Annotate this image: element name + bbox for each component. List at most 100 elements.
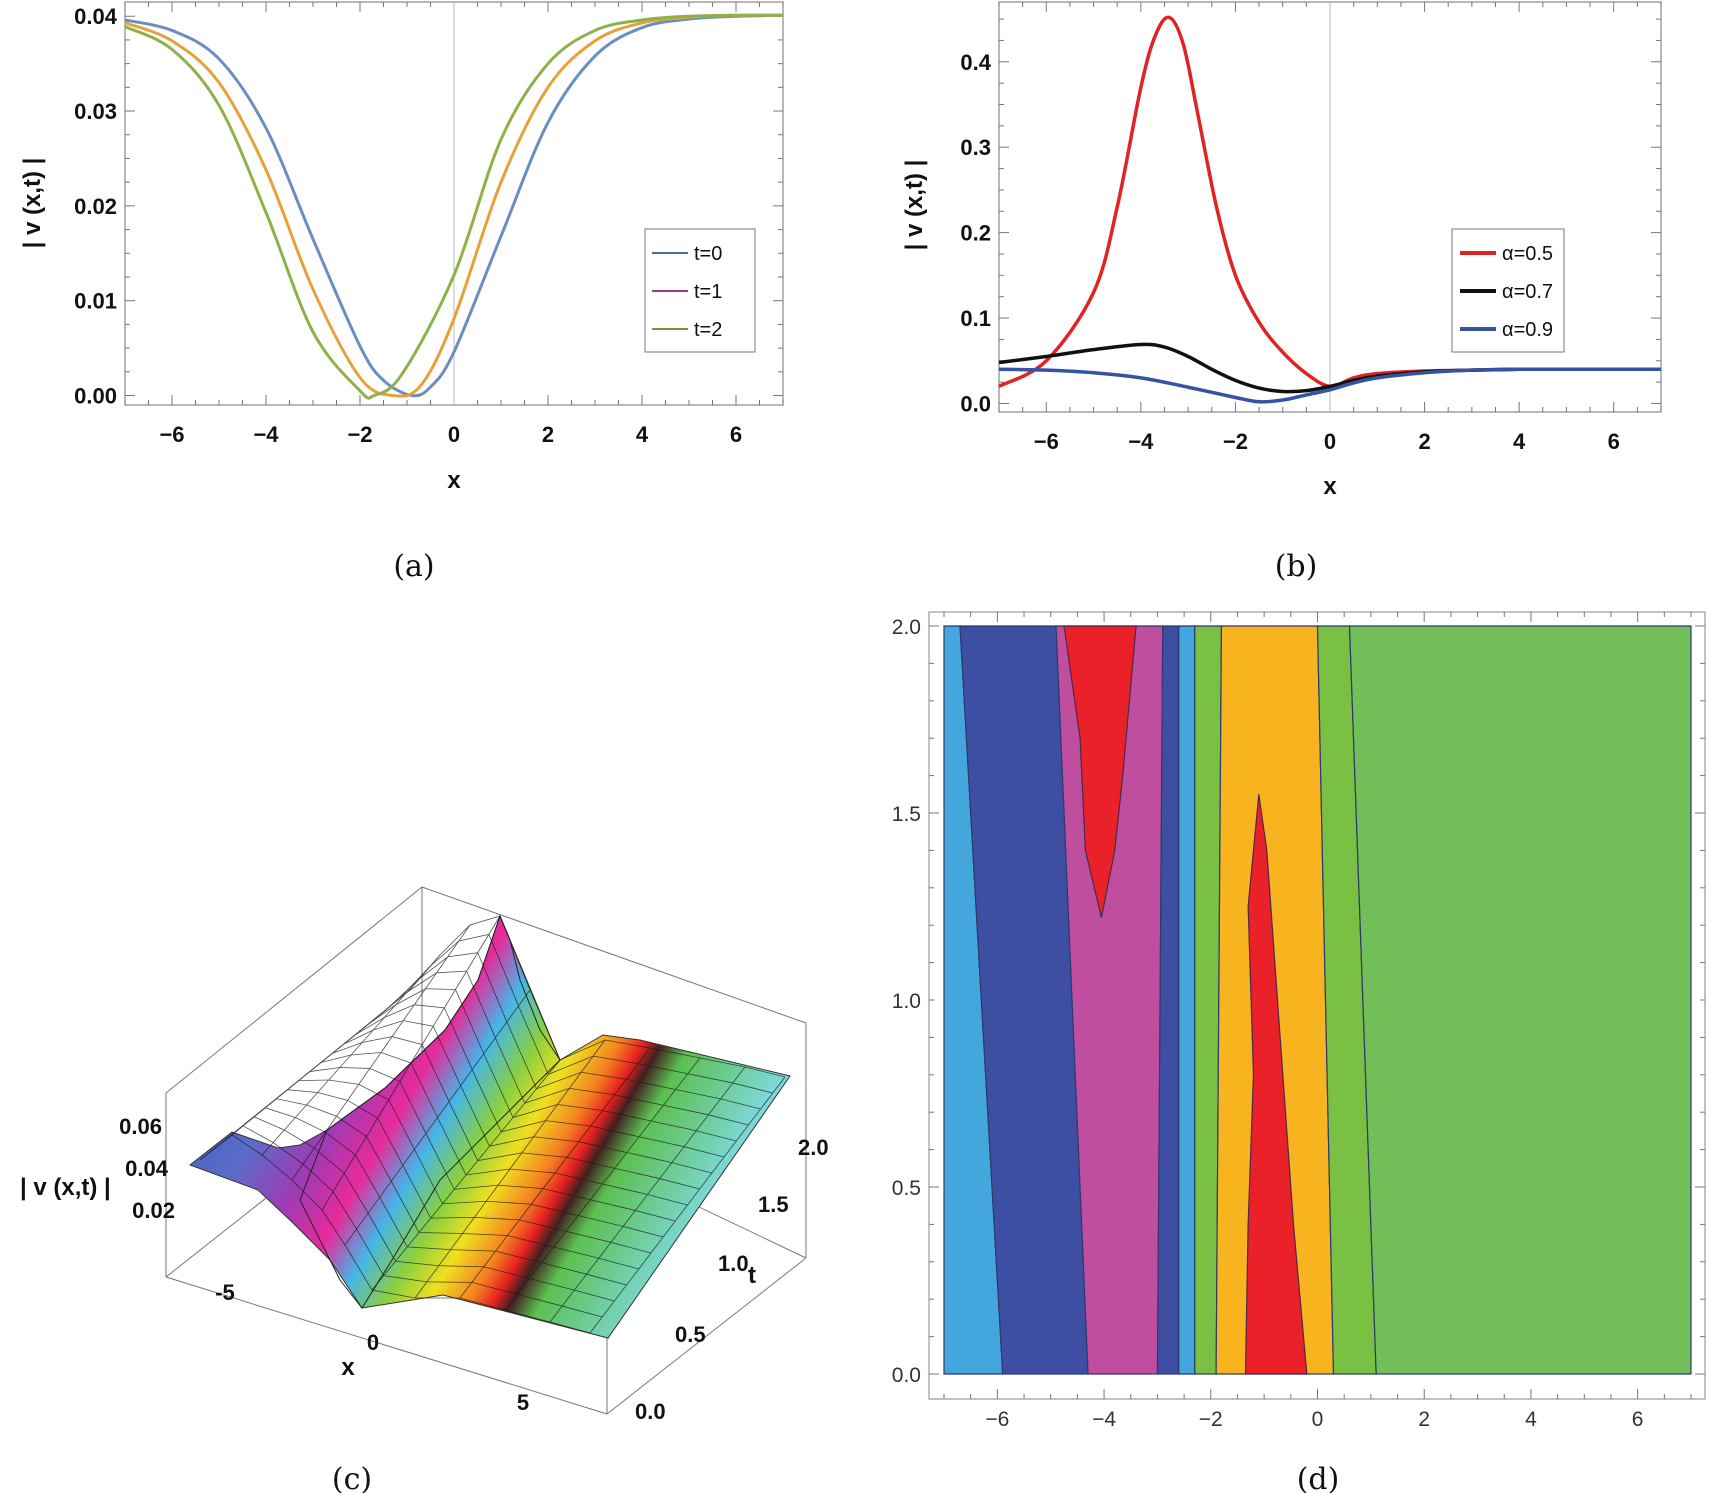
- panel-d-contour-band-4: [1178, 625, 1196, 1375]
- panel-d-contour-island-0: [1063, 625, 1137, 918]
- panel-d-contour-bands: [943, 625, 1692, 1375]
- a-x-tick-label: −4: [253, 422, 279, 447]
- b-legend-label: α=0.7: [1502, 281, 1553, 303]
- caption-c: (c): [332, 1462, 372, 1493]
- b-x-tick-label: −4: [1128, 429, 1154, 454]
- b-y-tick-label: 0.2: [960, 221, 991, 246]
- panel-b-series-lines: [998, 15, 1661, 404]
- panel-d-y-tick-label: 2.0: [892, 616, 921, 639]
- panel-c-surface-mesh: [199, 915, 786, 1334]
- b-x-tick-label: 6: [1608, 429, 1620, 454]
- panel-c-mesh-line: [233, 1107, 627, 1286]
- panel-a-legend: t=0 t=1 t=2: [644, 228, 756, 353]
- panel-d-x-tick-labels: −6 −4 −2 0 2 4 6: [985, 1408, 1643, 1431]
- panel-d-y-tick-label: 1.0: [892, 990, 921, 1013]
- b-x-tick-label: 2: [1418, 429, 1430, 454]
- panel-c-mesh-line: [289, 1052, 688, 1206]
- a-y-tick-label: 0.02: [74, 194, 117, 219]
- caption-b: (b): [1275, 549, 1318, 584]
- panel-c-z-axis-label: | v (x,t) |: [20, 1174, 111, 1201]
- b-legend-label: α=0.5: [1502, 243, 1553, 265]
- panel-a-series-lines: [124, 13, 784, 400]
- panel-b-y-axis-label: | v (x,t) |: [901, 160, 928, 251]
- panel-c-mesh-line: [323, 1004, 725, 1158]
- panel-a-x-tick-labels: −6 −4 −2 0 2 4 6: [159, 422, 742, 447]
- a-x-tick-label: 0: [448, 422, 460, 447]
- panel-c-mesh-line: [368, 933, 773, 1094]
- panel-c-t-axis-label: t: [748, 1262, 756, 1289]
- panel-d-x-tick-label: −6: [985, 1408, 1009, 1431]
- panel-b-frame-ticks: [998, 2, 1662, 412]
- a-x-tick-label: −6: [159, 422, 184, 447]
- b-y-tick-label: 0.1: [960, 306, 991, 331]
- a-x-tick-label: 2: [542, 422, 554, 447]
- panel-c-mesh-line: [244, 1098, 639, 1270]
- panel-d-x-tick-label: 2: [1418, 1408, 1430, 1431]
- panel-c-t-tick-label: 1.5: [758, 1192, 789, 1217]
- b-x-tick-label: −6: [1034, 429, 1059, 454]
- panel-d-x-tick-label: −4: [1092, 1408, 1116, 1431]
- b-legend-label: α=0.9: [1502, 319, 1553, 341]
- panel-a-y-tick-labels: 0.00 0.01 0.02 0.03 0.04: [74, 4, 118, 408]
- b-series-line-2: [998, 367, 1661, 404]
- panel-c-surface-ridge: [299, 914, 561, 1309]
- panel-c-z-tick-label: 0.04: [125, 1156, 169, 1181]
- b-y-tick-label: 0.4: [960, 50, 991, 75]
- panel-b-x-axis-label: x: [1323, 473, 1337, 500]
- panel-c-mesh-line: [312, 1020, 712, 1174]
- panel-c-mesh-line: [199, 1134, 591, 1334]
- panel-c-x-tick-label: -5: [215, 1280, 235, 1305]
- panel-c-mesh-line: [278, 1067, 676, 1222]
- panel-b-line-chart: −6 −4 −2 0 2 4 6 0.0 0.1 0.2 0.3 0.4 x | v (x,t) |…: [901, 1, 1662, 500]
- panel-c-mesh-line: [256, 1089, 652, 1254]
- panel-c-mesh-line: [211, 1125, 603, 1318]
- panel-d-contour-chart: −6 −4 −2 0 2 4 6 0.0 0.5 1.0 1.5 2.0: [892, 611, 1706, 1431]
- panel-c-mesh-line: [334, 988, 737, 1142]
- panel-a-y-axis-label: | v (x,t) |: [19, 158, 46, 249]
- a-legend-label: t=0: [694, 243, 722, 265]
- panel-a-frame-ticks: [124, 2, 784, 405]
- panel-d-x-tick-label: −2: [1199, 1408, 1223, 1431]
- panel-c-mesh-line: [267, 1079, 664, 1238]
- b-x-tick-label: −2: [1223, 429, 1248, 454]
- panel-c-x-tick-label: 5: [517, 1390, 529, 1415]
- panel-a-line-chart: −6 −4 −2 0 2 4 6 0.00 0.01 0.02 0.03 0.04 x | v (x…: [19, 1, 784, 494]
- b-y-tick-label: 0.0: [960, 391, 991, 416]
- a-y-tick-label: 0.03: [74, 99, 117, 124]
- a-legend-label: t=1: [694, 281, 722, 303]
- a-series-line-0: [124, 13, 784, 398]
- a-y-tick-label: 0.04: [74, 4, 118, 29]
- panel-c-z-tick-labels: 0.06 0.04 0.02: [119, 1114, 175, 1223]
- panel-d-contour-islands: [1063, 625, 1308, 1375]
- a-y-tick-label: 0.00: [74, 384, 117, 409]
- panel-c-mesh-line: [379, 915, 786, 1078]
- a-series-line-2: [124, 13, 784, 400]
- caption-d: (d): [1297, 1462, 1340, 1493]
- a-x-tick-label: 4: [636, 422, 649, 447]
- a-x-tick-label: −2: [347, 422, 372, 447]
- panel-b-y-tick-labels: 0.0 0.1 0.2 0.3 0.4: [960, 50, 991, 417]
- panel-c-mesh-line: [222, 1116, 615, 1302]
- panel-d-y-tick-labels: 0.0 0.5 1.0 1.5 2.0: [892, 616, 921, 1387]
- panel-d-contour-island-1: [1244, 794, 1308, 1375]
- b-x-tick-label: 4: [1513, 429, 1526, 454]
- panel-c-surface-3d: 0.06 0.04 0.02 -5 0 5 0.0 0.5 1.0 1.5 2.…: [20, 886, 829, 1424]
- panel-a-x-axis-label: x: [447, 467, 461, 494]
- panel-c-x-tick-label: 0: [367, 1330, 379, 1355]
- panel-d-x-tick-label: 4: [1525, 1408, 1537, 1431]
- panel-c-t-tick-labels: 0.0 0.5 1.0 1.5 2.0: [635, 1135, 829, 1424]
- panel-c-mesh-line: [300, 1036, 700, 1190]
- panel-c-t-tick-label: 2.0: [798, 1135, 829, 1160]
- panel-c-t-tick-label: 1.0: [718, 1251, 749, 1276]
- panel-b-x-tick-labels: −6 −4 −2 0 2 4 6: [1034, 429, 1620, 454]
- panel-d-frame-ticks: [929, 612, 1705, 1399]
- a-series-line-1: [124, 13, 784, 398]
- panel-d-x-tick-label: 0: [1312, 1408, 1324, 1431]
- panel-c-x-axis-label: x: [341, 1354, 355, 1381]
- panel-c-z-tick-label: 0.02: [132, 1198, 175, 1223]
- a-y-tick-label: 0.01: [74, 289, 117, 314]
- panel-c-z-tick-label: 0.06: [119, 1114, 162, 1139]
- a-x-tick-label: 6: [730, 422, 742, 447]
- a-legend-label: t=2: [694, 319, 722, 341]
